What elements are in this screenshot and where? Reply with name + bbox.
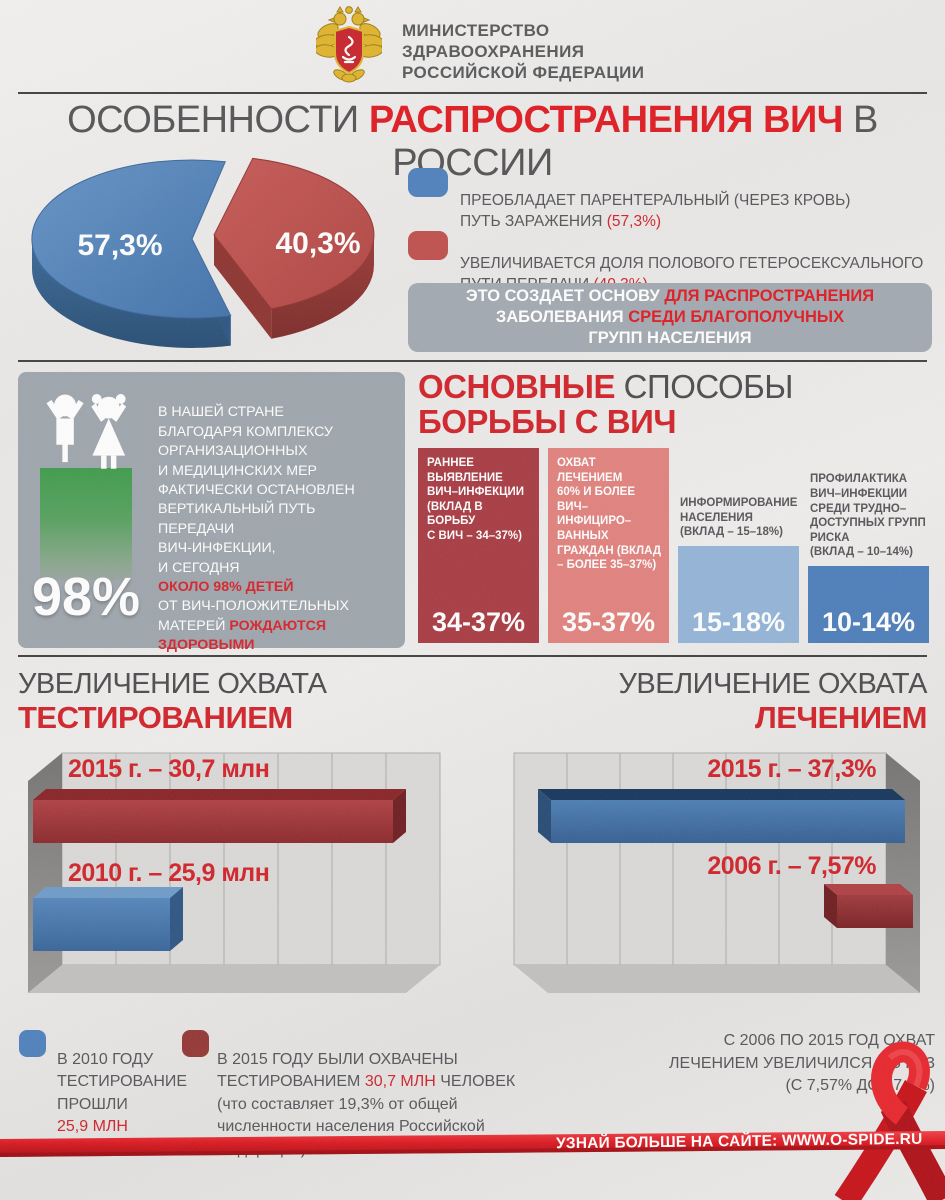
red-ribbon [0, 1041, 945, 1200]
bar-value: 34-37% [431, 607, 526, 637]
callout-r2: СРЕДИ БЛАГОПОЛУЧНЫХ [628, 308, 845, 326]
testing-title-red: ТЕСТИРОВАНИЕМ [18, 700, 293, 735]
treatment-title-gray: УВЕЛИЧЕНИЕ ОХВАТА [618, 668, 928, 700]
divider-bottom [18, 655, 927, 657]
legend-swatch-red [408, 231, 448, 260]
bar-label: ОХВАТ ЛЕЧЕНИЕМ 60% И БОЛЕЕ ВИЧ–ИНФИЦИРО–… [557, 457, 662, 572]
callout-w1: ЭТО СОЗДАЕТ ОСНОВУ [465, 287, 665, 305]
method-bar-treatment-coverage: ОХВАТ ЛЕЧЕНИЕМ 60% И БОЛЕЕ ВИЧ–ИНФИЦИРО–… [548, 448, 669, 643]
children-text: В НАШЕЙ СТРАНЕ БЛАГОДАРЯ КОМПЛЕКСУ ОРГАН… [158, 384, 398, 656]
ministry-name: МИНИСТЕРСТВО ЗДРАВООХРАНЕНИЯ РОССИЙСКОЙ … [402, 21, 645, 82]
testing-label-2015: 2015 г. – 30,7 млн [68, 755, 270, 783]
treatment-bar-2015 [538, 789, 905, 800]
treatment-label-2006: 2006 г. – 7,57% [707, 852, 876, 880]
methods-title-red1: ОСНОВНЫЕ [418, 368, 615, 405]
title-gray-1: ОСОБЕННОСТИ [67, 99, 369, 141]
methods-title-red2: БОРЬБЫ С ВИЧ [418, 403, 677, 440]
bar-label: РАННЕЕ ВЫЯВЛЕНИЕ ВИЧ–ИНФЕКЦИИ (ВКЛАД В Б… [427, 457, 525, 542]
children-icon [46, 394, 127, 469]
legend-item-parenteral: ПРЕОБЛАДАЕТ ПАРЕНТЕРАЛЬНЫЙ (ЧЕРЕЗ КРОВЬ)… [460, 169, 850, 232]
callout-r1: ДЛЯ РАСПРОСТРАНЕНИЯ [664, 287, 875, 305]
bar-value: 15-18% [691, 607, 786, 637]
pie-red-value: 40,3% [275, 227, 360, 260]
method-bar-prevention: ПРОФИЛАКТИКА ВИЧ–ИНФЕКЦИИ СРЕДИ ТРУДНО– … [808, 472, 929, 643]
callout-w3: ГРУПП НАСЕЛЕНИЯ [588, 329, 752, 347]
bar-value: 35-37% [561, 607, 656, 637]
legend-swatch-blue [408, 168, 448, 197]
bar-label: ИНФОРМИРОВАНИЕ НАСЕЛЕНИЯ (ВКЛАД – 15–18%… [680, 497, 798, 539]
methods-title: ОСНОВНЫЕ СПОСОБЫ БОРЬБЫ С ВИЧ [418, 368, 794, 440]
testing-bar-2010 [33, 887, 183, 898]
treatment-bar-2006 [824, 884, 913, 895]
callout-w2: ЗАБОЛЕВАНИЯ [495, 308, 624, 326]
testing-bar-2015 [33, 789, 406, 800]
percent-98-label: 98% [31, 567, 141, 627]
callout-text: ЭТО СОЗДАЕТ ОСНОВУ ДЛЯ РАСПРОСТРАНЕНИЯ З… [466, 286, 874, 349]
bar-label: ПРОФИЛАКТИКА ВИЧ–ИНФЕКЦИИ СРЕДИ ТРУДНО– … [810, 473, 926, 559]
legend-value-1: (57,3%) [606, 213, 662, 230]
treatment-label-2015: 2015 г. – 37,3% [707, 755, 876, 783]
bar-value: 10-14% [821, 607, 916, 637]
children-text-r1: ОКОЛО 98% ДЕТЕЙ [158, 579, 294, 596]
testing-label-2010: 2010 г. – 25,9 млн [68, 859, 270, 887]
methods-title-gray: СПОСОБЫ [614, 368, 794, 405]
ministry-emblem [316, 6, 382, 83]
methods-bar-chart: РАННЕЕ ВЫЯВЛЕНИЕ ВИЧ–ИНФЕКЦИИ (ВКЛАД В Б… [418, 440, 935, 643]
method-bar-early-detection: РАННЕЕ ВЫЯВЛЕНИЕ ВИЧ–ИНФЕКЦИИ (ВКЛАД В Б… [418, 448, 539, 643]
treatment-title-red: ЛЕЧЕНИЕМ [754, 700, 928, 735]
children-text-w1: В НАШЕЙ СТРАНЕ БЛАГОДАРЯ КОМПЛЕКСУ ОРГАН… [158, 404, 355, 576]
divider-middle [18, 360, 927, 362]
method-bar-informing: ИНФОРМИРОВАНИЕ НАСЕЛЕНИЯ (ВКЛАД – 15–18%… [678, 496, 799, 643]
title-red: РАСПРОСТРАНЕНИЯ ВИЧ [368, 99, 844, 141]
green-98-bar [40, 468, 132, 580]
divider-top [18, 92, 927, 94]
callout-box: ЭТО СОЗДАЕТ ОСНОВУ ДЛЯ РАСПРОСТРАНЕНИЯ З… [408, 283, 932, 352]
pie-chart: 57,3% 40,3% [31, 157, 375, 348]
pie-blue-value: 57,3% [77, 229, 162, 262]
testing-title-gray: УВЕЛИЧЕНИЕ ОХВАТА [18, 668, 327, 700]
